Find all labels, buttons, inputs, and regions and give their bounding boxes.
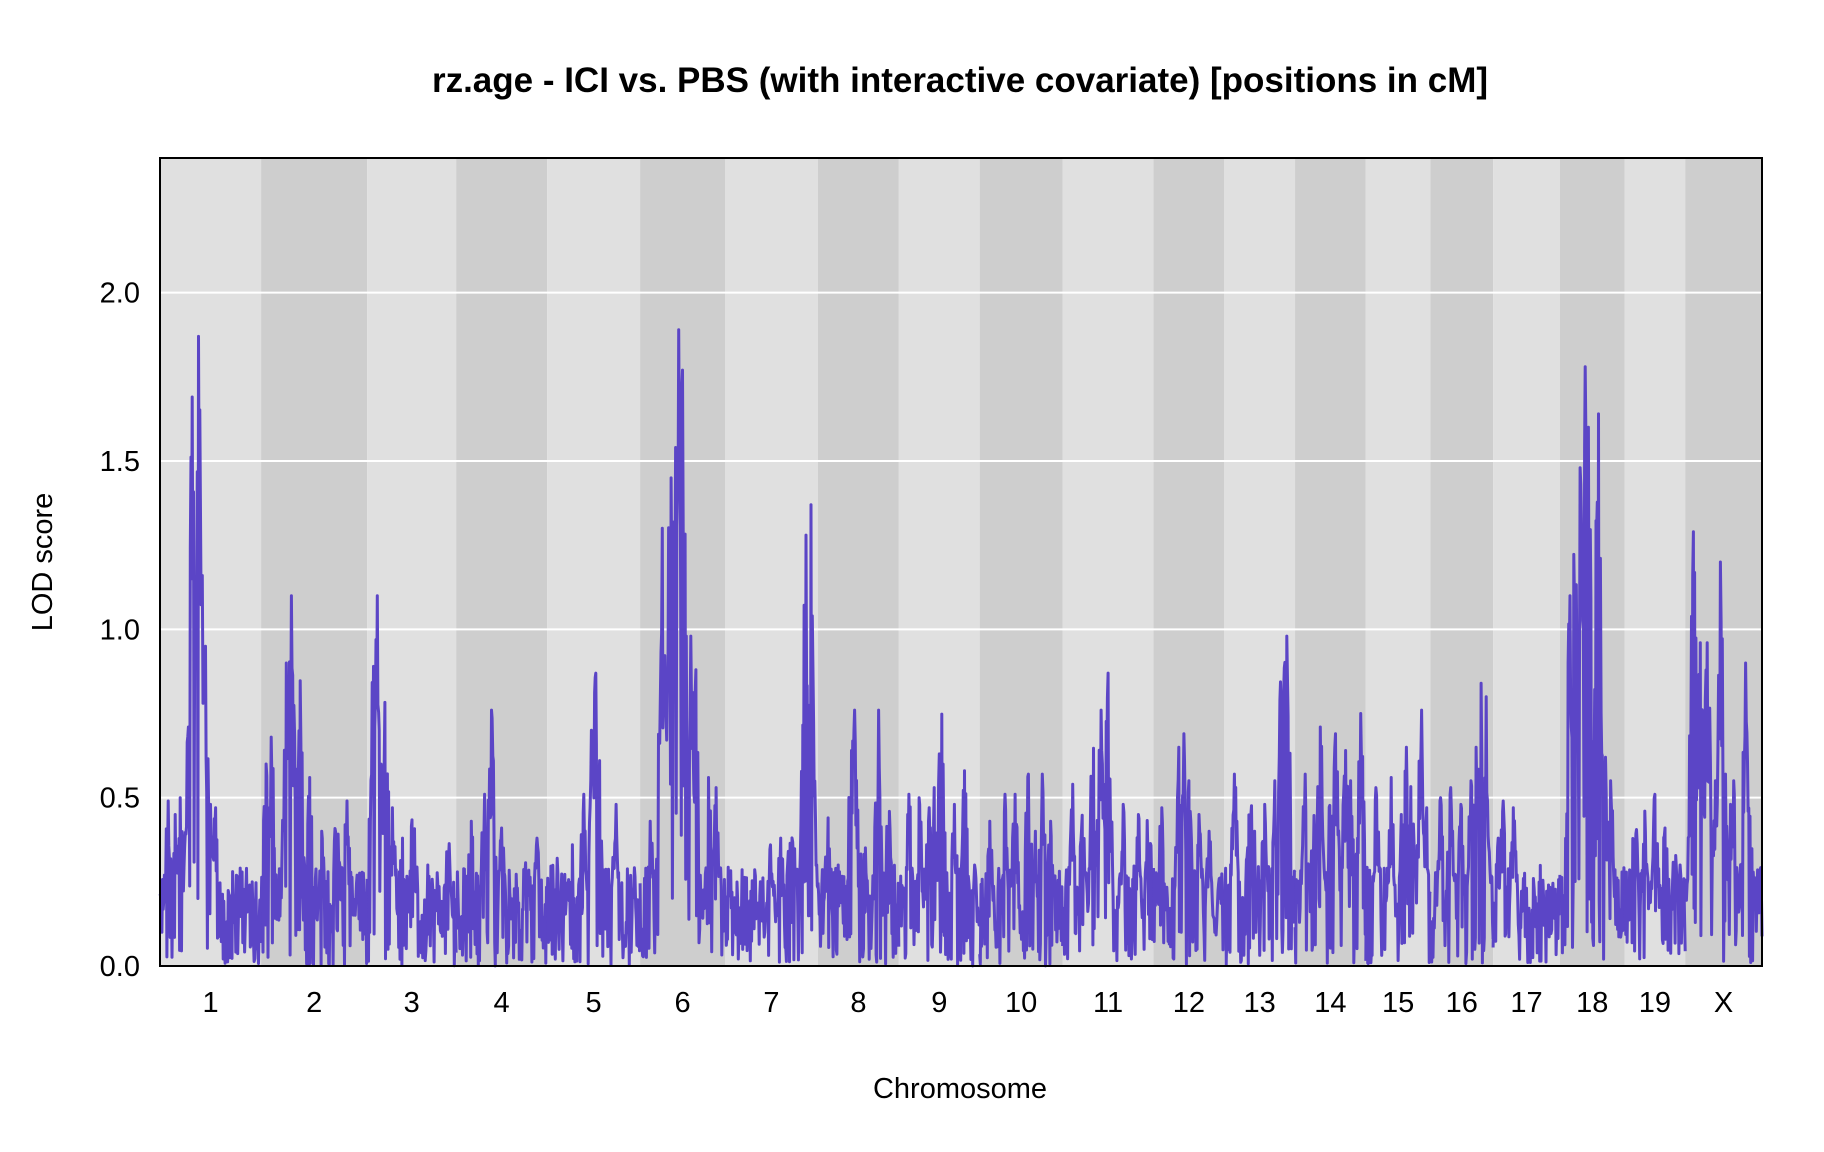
- x-tick-label-2: 2: [306, 987, 322, 1019]
- lod-trace-chr-12: [1152, 732, 1226, 966]
- lod-trace-chr-X: [1683, 530, 1764, 964]
- x-tick-label-16: 16: [1446, 987, 1478, 1019]
- x-tick-label-12: 12: [1173, 987, 1205, 1019]
- x-axis-label: Chromosome: [873, 1073, 1047, 1105]
- y-tick-label: 0.5: [100, 783, 140, 815]
- x-tick-label-3: 3: [404, 987, 420, 1019]
- y-axis-label: LOD score: [27, 493, 59, 632]
- lod-trace-chr-7: [723, 503, 820, 964]
- gridlines: [160, 291, 1762, 799]
- x-tick-label-5: 5: [586, 987, 602, 1019]
- lod-trace-chr-10: [978, 772, 1065, 968]
- x-tick-label-18: 18: [1576, 987, 1608, 1019]
- lod-trace-chr-18: [1558, 365, 1626, 961]
- plot-frame: [159, 157, 1763, 967]
- lod-trace-chr-4: [454, 708, 549, 968]
- lod-trace-chr-3: [365, 594, 458, 968]
- x-tick-label-10: 10: [1005, 987, 1037, 1019]
- lod-trace-chr-17: [1491, 799, 1562, 964]
- x-tick-label-X: X: [1714, 987, 1733, 1019]
- lod-trace-chr-9: [897, 712, 982, 968]
- x-tick-label-4: 4: [494, 987, 510, 1019]
- y-tick-label: 1.5: [100, 446, 140, 478]
- lod-trace-chr-19: [1623, 792, 1687, 961]
- x-tick-label-8: 8: [850, 987, 866, 1019]
- lod-trace-chr-6: [638, 328, 727, 959]
- lod-trace-chr-14: [1293, 712, 1368, 965]
- x-tick-label-9: 9: [931, 987, 947, 1019]
- lod-trace-chr-11: [1061, 671, 1155, 963]
- x-tick-label-7: 7: [763, 987, 779, 1019]
- x-tick-label-11: 11: [1093, 987, 1123, 1019]
- lod-trace-chr-1: [158, 334, 263, 965]
- lod-trace-chr-8: [816, 708, 901, 966]
- y-tick-label: 0.0: [100, 951, 140, 983]
- x-tick-label-6: 6: [674, 987, 690, 1019]
- chromosome-band-2: [261, 158, 368, 966]
- lod-trace-chr-13: [1222, 634, 1297, 967]
- lod-trace-chr-2: [259, 594, 369, 967]
- lod-trace-chr-15: [1364, 708, 1432, 966]
- y-tick-label: 1.0: [100, 614, 140, 646]
- lod-trace-chr-16: [1429, 681, 1495, 965]
- x-tick-label-17: 17: [1510, 987, 1542, 1019]
- x-tick-label-13: 13: [1244, 987, 1276, 1019]
- x-axis-ticks: 1 2 3 4 5 6 7 8 9 10 11 12 13 14 15 16 17 18 19 X: [202, 987, 1733, 1019]
- x-tick-label-19: 19: [1639, 987, 1671, 1019]
- lod-series: [158, 328, 1764, 968]
- y-axis-ticks: 0.0 0.5 1.0 1.5 2.0: [100, 278, 140, 983]
- chromosome-band-5: [547, 158, 641, 966]
- x-tick-label-15: 15: [1382, 987, 1414, 1019]
- chart-title: rz.age - ICI vs. PBS (with interactive c…: [432, 61, 1488, 100]
- lod-trace-chr-5: [545, 671, 642, 967]
- x-tick-label-14: 14: [1314, 987, 1346, 1019]
- y-tick-label: 2.0: [100, 278, 140, 310]
- x-tick-label-1: 1: [202, 987, 218, 1019]
